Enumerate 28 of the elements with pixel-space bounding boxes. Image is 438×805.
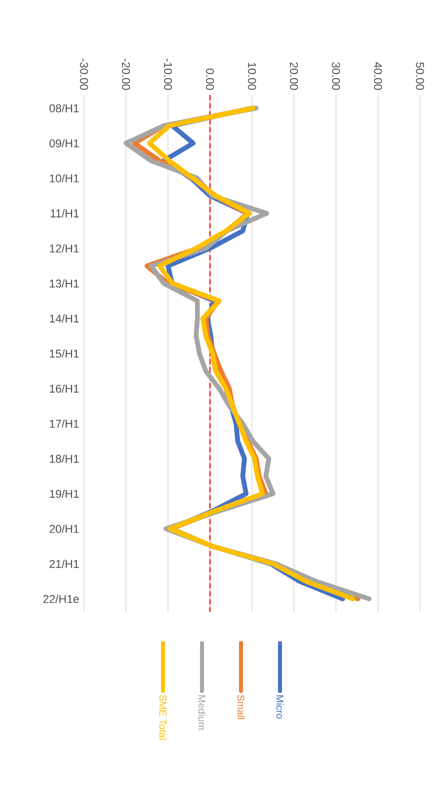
y-tick-label: 08/H1 <box>49 104 79 112</box>
y-tick-label: 16/H1 <box>50 384 79 393</box>
x-tick-label: -30.00 <box>80 58 88 90</box>
y-tick-label: 14/H1 <box>50 314 79 323</box>
text: Medium <box>198 695 206 730</box>
x-tick-label: 10.00 <box>248 62 256 90</box>
y-tick-label: 17/H1 <box>50 419 79 428</box>
x-tick-label: 40.00 <box>374 62 382 90</box>
y-tick-label: 13/H1 <box>50 279 79 288</box>
y-tick-label: 20/H1 <box>50 524 79 533</box>
x-tick-label: 0.00 <box>206 68 214 90</box>
text: Micro <box>276 695 284 719</box>
x-tick-label: -20.00 <box>122 58 130 90</box>
x-tick-label: 30.00 <box>332 62 340 90</box>
y-tick-label: 15/H1 <box>50 349 79 358</box>
x-tick-label: -10.00 <box>164 58 172 90</box>
x-tick-label: 50.00 <box>416 62 424 90</box>
y-tick-label: 18/H1 <box>50 454 79 463</box>
y-tick-label: 22/H1e <box>43 594 79 604</box>
y-tick-label: 11/H1 <box>50 209 79 218</box>
x-tick-label: 20.00 <box>290 62 298 90</box>
text: Small <box>237 695 245 719</box>
y-tick-label: 19/H1 <box>50 490 79 498</box>
y-tick-label: 21/H1 <box>50 560 79 568</box>
text: SME Total <box>159 695 167 740</box>
y-tick-label: 12/H1 <box>50 244 79 253</box>
y-tick-label: 09/H1 <box>49 139 79 148</box>
y-tick-label: 10/H1 <box>50 174 79 182</box>
